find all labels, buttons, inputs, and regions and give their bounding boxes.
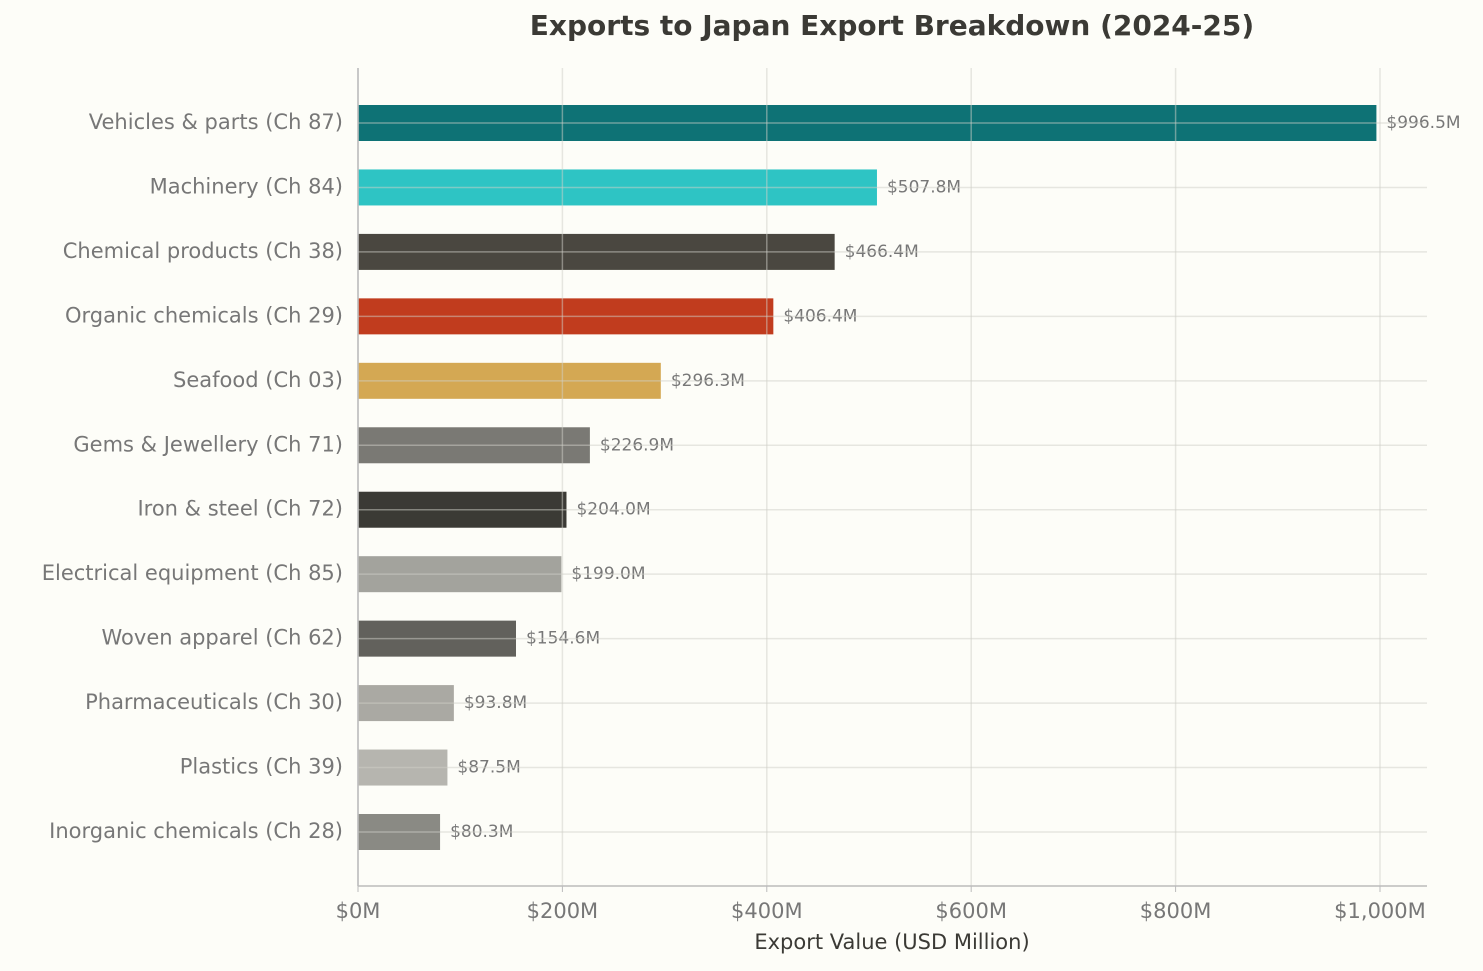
y-tick-label: Inorganic chemicals (Ch 28) (49, 819, 343, 843)
x-tick-label: $1,000M (1334, 899, 1426, 923)
x-tick-label: $400M (731, 899, 803, 923)
plot-area: Vehicles & parts (Ch 87) $996.5MMachinery… (42, 68, 1461, 923)
y-tick-label: Plastics (Ch 39) (180, 755, 343, 779)
y-tick-label: Chemical products (Ch 38) (63, 239, 343, 263)
y-tick-label: Machinery (Ch 84) (150, 174, 343, 198)
y-tick-label: Organic chemicals (Ch 29) (65, 303, 343, 327)
y-tick-label: Iron & steel (Ch 72) (137, 497, 343, 521)
x-tick-label: $600M (935, 899, 1007, 923)
y-tick-label: Woven apparel (Ch 62) (102, 626, 343, 650)
y-tick-label: Pharmaceuticals (Ch 30) (85, 690, 343, 714)
chart-title: Exports to Japan Export Breakdown (2024-… (530, 9, 1254, 42)
x-tick-label: $800M (1140, 899, 1212, 923)
y-tick-label: Gems & Jewellery (Ch 71) (73, 432, 343, 456)
x-tick-label: $0M (336, 899, 381, 923)
y-tick-label: Vehicles & parts (Ch 87) (89, 110, 343, 134)
y-tick-label: Seafood (Ch 03) (173, 368, 343, 392)
x-axis-label: Export Value (USD Million) (754, 930, 1029, 954)
y-tick-label: Electrical equipment (Ch 85) (42, 561, 343, 585)
x-tick-label: $200M (527, 899, 599, 923)
